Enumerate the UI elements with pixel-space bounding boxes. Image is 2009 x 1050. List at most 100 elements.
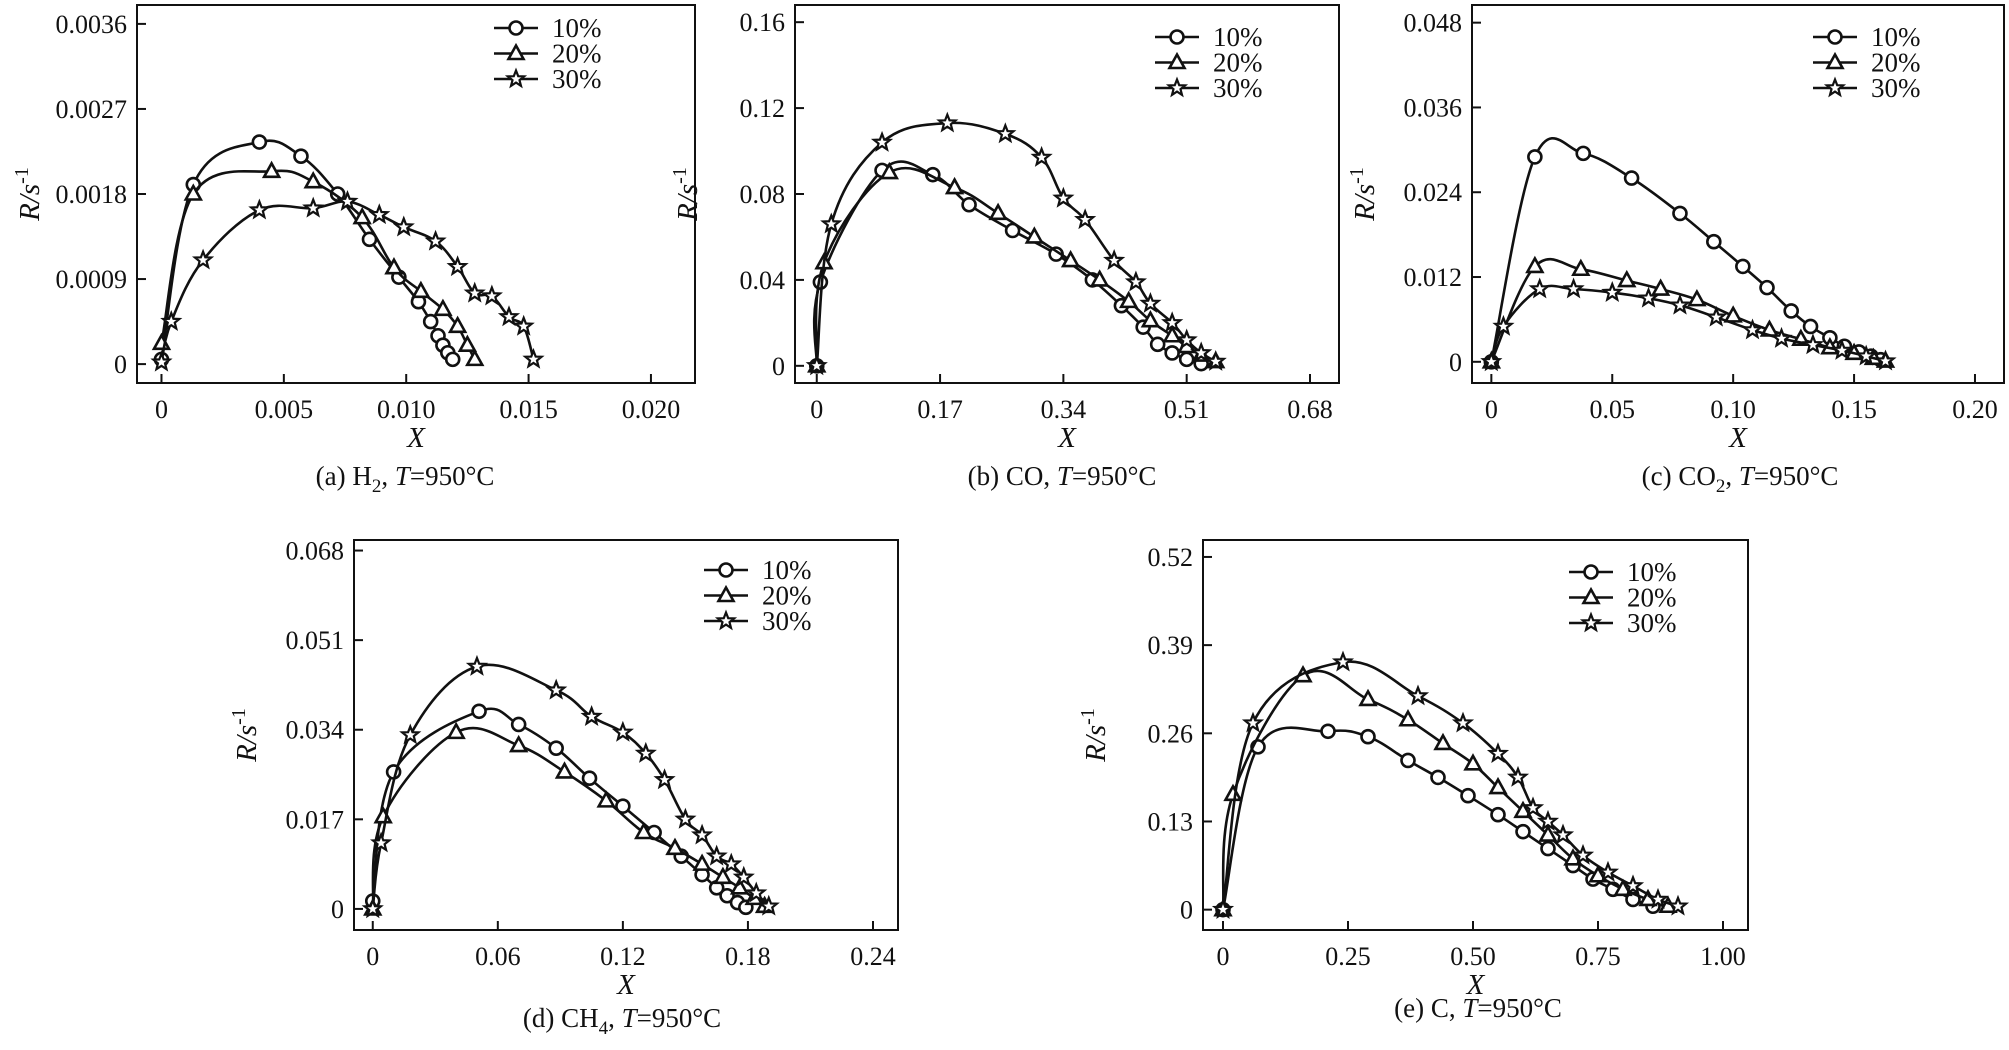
data-point-circle: [548, 740, 564, 756]
data-point-triangle: [1359, 690, 1377, 707]
data-point-triangle: [412, 282, 430, 299]
caption-comma: ,: [1449, 993, 1463, 1023]
plot-frame: [1202, 539, 1749, 931]
caption-species-subscript: 4: [599, 1018, 609, 1039]
x-tick-label: 0.10: [1710, 395, 1756, 424]
chart-panel-b: 0 0.17 0.34 0.51 0.68 0 0.04 0.08 0.12 0.16 X R/s-1…: [669, 4, 1340, 491]
legend-label: 20%: [1627, 583, 1677, 613]
data-point-triangle: [989, 204, 1007, 221]
caption-comma: ,: [381, 461, 395, 491]
x-tick-label: 0.12: [600, 942, 646, 971]
caption-space: [999, 461, 1006, 491]
legend-marker-star: [716, 611, 736, 630]
legend-marker-circle: [1169, 29, 1185, 45]
y-tick-label: 0.16: [740, 8, 786, 37]
legend-label: 30%: [552, 64, 602, 94]
legend-label: 10%: [1871, 22, 1921, 52]
data-point-circle: [444, 351, 461, 368]
x-tick-label: 0.020: [622, 395, 681, 424]
series-line-30pct: [160, 200, 535, 363]
legend-label: 20%: [1213, 48, 1263, 78]
caption-species-subscript: 2: [1716, 476, 1726, 497]
caption-label: (c): [1642, 461, 1672, 491]
panel-caption: (e) C, T=950°C: [1394, 993, 1562, 1023]
x-tick-label: 0.015: [499, 395, 558, 424]
series-line-20pct: [814, 166, 1217, 366]
series-line-30pct: [815, 121, 1217, 366]
x-tick-label: 0.17: [917, 395, 963, 424]
legend-marker-circle: [508, 20, 524, 36]
chart-panel-d: 0 0.06 0.12 0.18 0.24 0 0.017 0.034 0.051 0.068 X R…: [228, 537, 899, 1039]
data-point-circle: [1540, 840, 1556, 857]
x-tick-label: 0: [366, 942, 379, 971]
y-axis-label-text: R/s: [14, 184, 46, 222]
x-tick-label: 0: [810, 395, 823, 424]
caption-temperature-value: =950°C: [1477, 993, 1562, 1023]
data-point-star: [394, 217, 413, 236]
data-point-circle: [961, 196, 977, 213]
data-point-triangle: [458, 335, 477, 353]
x-axis-label: X: [1057, 422, 1077, 454]
data-point-circle: [1149, 336, 1166, 353]
y-axis-label-text: R/s: [1080, 725, 1112, 763]
x-tick-label: 0.50: [1450, 942, 1496, 971]
y-tick-label: 0.0027: [56, 95, 128, 124]
legend-label: 20%: [552, 39, 602, 69]
data-point-circle: [1706, 233, 1722, 250]
data-point-star: [1670, 295, 1690, 314]
x-tick-label: 0: [1485, 395, 1498, 424]
data-point-triangle: [714, 867, 732, 885]
series-line-10pct: [160, 139, 454, 361]
data-point-circle: [293, 148, 309, 164]
data-point-star: [524, 349, 543, 368]
caption-comma: ,: [1043, 461, 1057, 491]
y-tick-label: 0.52: [1148, 543, 1194, 572]
x-tick-label: 0.05: [1590, 395, 1636, 424]
y-axis-label-exponent: -1: [11, 167, 33, 184]
data-point-triangle: [1464, 754, 1482, 771]
data-point-star: [401, 725, 420, 744]
caption-space: [1424, 993, 1431, 1023]
y-axis-label: R/s-1: [669, 167, 704, 222]
data-point-star: [1408, 686, 1428, 705]
y-tick-label: 0.024: [1404, 178, 1463, 207]
legend-label: 20%: [762, 581, 812, 611]
x-tick-label: 0.005: [255, 395, 314, 424]
caption-space: [346, 461, 353, 491]
data-point-circle: [1460, 787, 1476, 804]
caption-species: CO: [1678, 461, 1716, 491]
caption-space: [554, 1003, 561, 1033]
data-point-triangle: [465, 350, 484, 367]
panel-caption: (a) H2, T=950°C: [316, 461, 495, 497]
data-point-triangle: [597, 791, 615, 808]
series-line-10pct: [1221, 726, 1654, 910]
x-tick-label: 0.24: [850, 942, 896, 971]
x-tick-label: 0.34: [1041, 395, 1087, 424]
y-axis-label: R/s-1: [228, 708, 263, 763]
legend-label: 10%: [1213, 22, 1263, 52]
x-axis-label: X: [1728, 422, 1748, 454]
data-point-circle: [1802, 318, 1819, 335]
legend-label: 10%: [762, 555, 812, 585]
data-point-circle: [1490, 806, 1506, 823]
caption-temperature-symbol: T: [395, 461, 412, 491]
data-point-circle: [1623, 170, 1640, 186]
data-point-star: [822, 214, 841, 233]
y-tick-label: 0.0018: [56, 180, 128, 209]
data-point-circle: [1430, 769, 1446, 786]
y-tick-label: 0.068: [286, 537, 345, 566]
x-tick-label: 0: [155, 395, 168, 424]
legend-label: 10%: [552, 13, 602, 43]
y-tick-label: 0.048: [1404, 9, 1463, 38]
caption-temperature-symbol: T: [622, 1003, 639, 1033]
data-point-circle: [422, 313, 439, 330]
y-tick-label: 0.39: [1148, 631, 1194, 660]
y-axis-label: R/s-1: [1346, 167, 1381, 222]
data-point-circle: [1164, 345, 1180, 361]
plot-frame: [353, 539, 899, 931]
data-point-circle: [1400, 752, 1416, 769]
caption-species-subscript: 2: [372, 476, 382, 497]
data-point-circle: [251, 134, 268, 150]
y-axis-label-text: R/s: [1349, 184, 1381, 222]
